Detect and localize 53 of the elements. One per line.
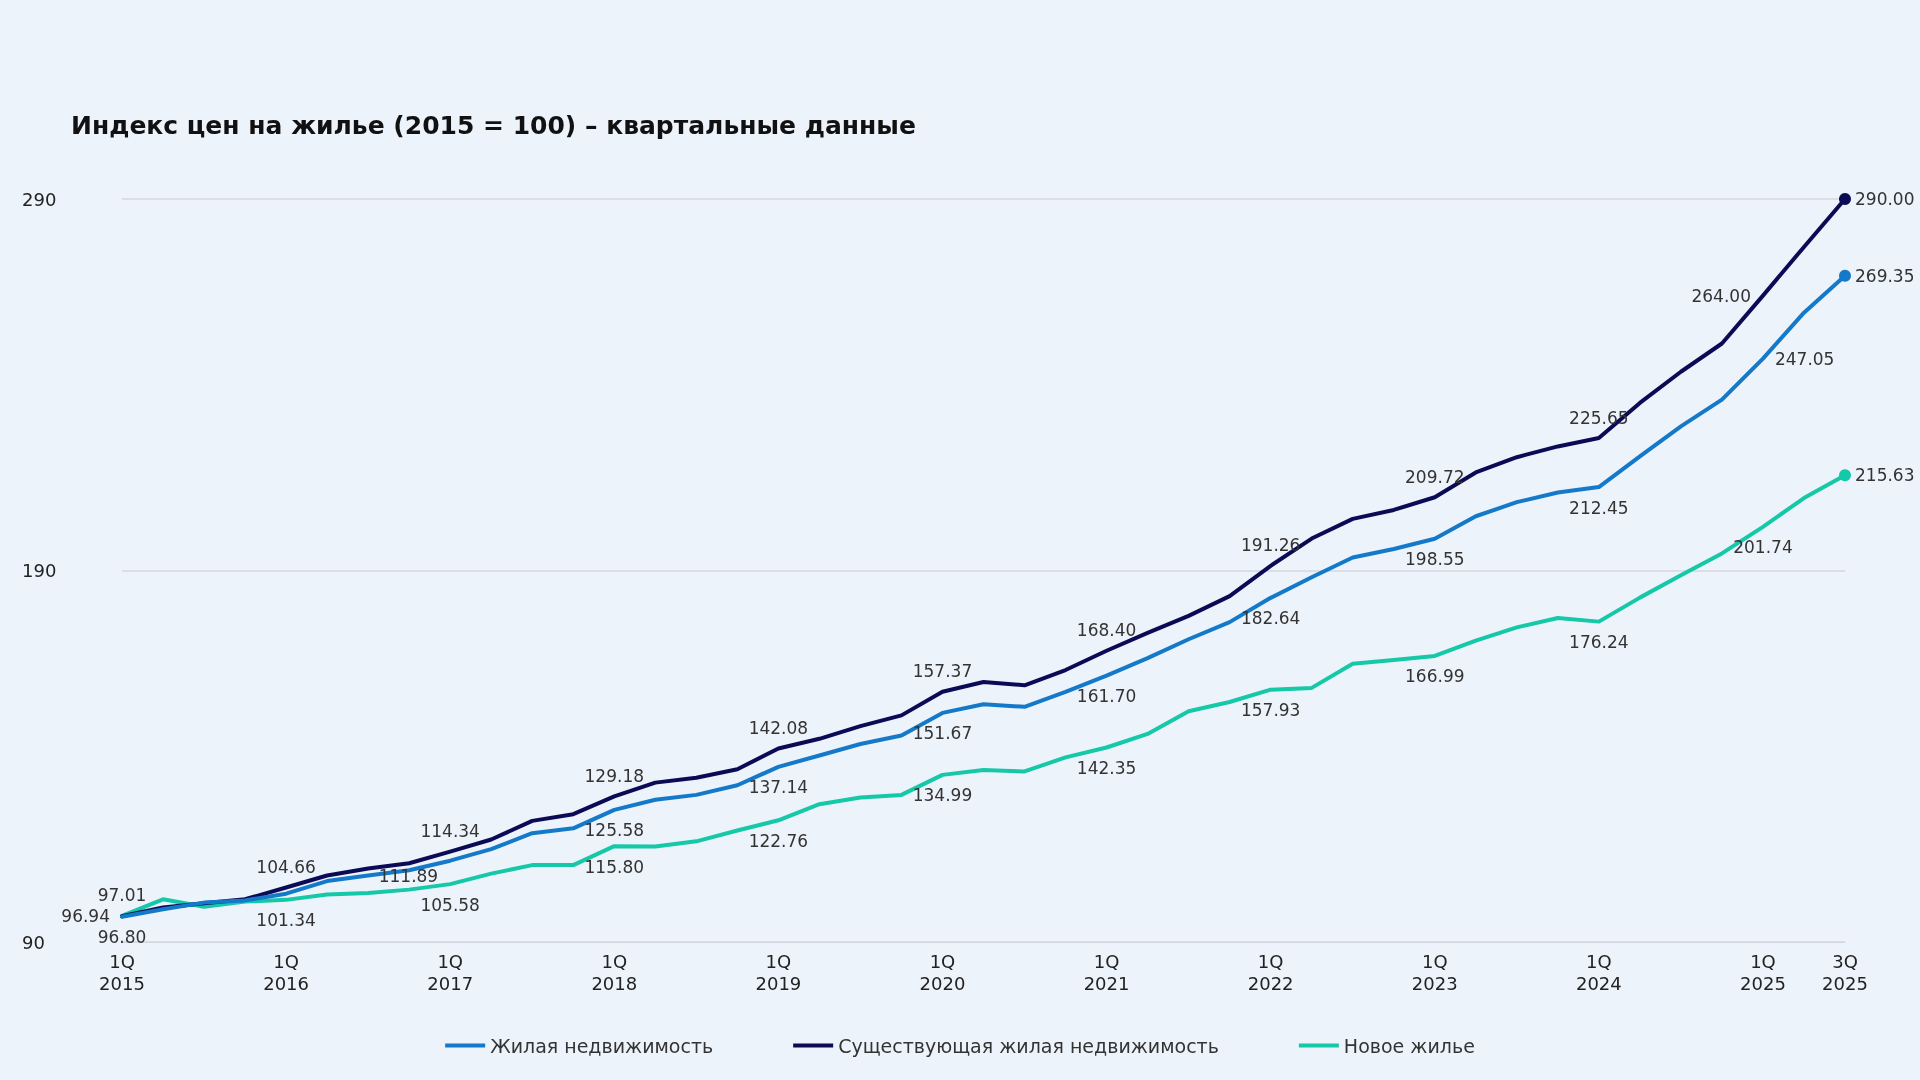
data-label: 182.64 xyxy=(1240,608,1301,629)
data-label: 198.55 xyxy=(1405,549,1465,570)
data-label: 161.70 xyxy=(1076,686,1137,707)
data-label: 137.14 xyxy=(748,777,809,798)
legend-label: Новое жилье xyxy=(1343,1034,1475,1057)
data-label: 122.76 xyxy=(748,830,809,851)
x-tick-label: 1Q 2015 xyxy=(99,950,145,994)
x-tick-label: 1Q 2018 xyxy=(591,950,638,994)
x-tick-label: 1Q 2021 xyxy=(1083,950,1130,994)
data-label: 157.37 xyxy=(912,661,973,682)
data-label: 290.00 xyxy=(1855,189,1915,209)
data-label: 157.93 xyxy=(1240,700,1301,721)
data-label: 101.34 xyxy=(256,910,316,931)
data-label: 264.00 xyxy=(1691,285,1751,306)
x-tick-label: 1Q 2024 xyxy=(1575,950,1622,994)
legend-label: Жилая недвижимость xyxy=(490,1034,714,1057)
data-label: 209.72 xyxy=(1405,466,1465,487)
data-label: 201.74 xyxy=(1733,537,1793,558)
data-label: 104.66 xyxy=(256,857,316,878)
data-label: 114.34 xyxy=(420,821,480,842)
chart-title: Индекс цен на жилье (2015 = 100) – квартальные данные xyxy=(71,111,916,140)
x-tick-label: 1Q 2022 xyxy=(1247,950,1294,994)
data-label: 134.99 xyxy=(912,785,973,806)
x-tick-label: 1Q 2019 xyxy=(755,950,802,994)
data-label: 166.99 xyxy=(1405,666,1465,687)
data-label: 247.05 xyxy=(1774,348,1835,369)
data-label: 191.26 xyxy=(1240,535,1301,556)
data-label: 111.89 xyxy=(378,865,439,886)
data-label: 125.58 xyxy=(584,820,645,841)
x-tick-label: 1Q 2023 xyxy=(1411,950,1458,994)
x-tick-label: 3Q 2025 xyxy=(1822,950,1868,994)
data-label: 129.18 xyxy=(584,765,645,786)
y-tick-label: 290 xyxy=(22,188,57,210)
data-label: 215.63 xyxy=(1855,465,1915,486)
data-label: 105.58 xyxy=(420,894,480,915)
data-label: 269.35 xyxy=(1855,265,1915,286)
x-tick-label: 1Q 2016 xyxy=(263,950,309,994)
data-label: 142.35 xyxy=(1076,758,1137,779)
x-tick-label: 1Q 2025 xyxy=(1740,950,1786,994)
data-label: 212.45 xyxy=(1569,497,1629,518)
data-label: 96.80 xyxy=(97,927,147,948)
y-tick-label: 90 xyxy=(22,931,45,953)
data-label: 168.40 xyxy=(1076,620,1137,641)
legend-label: Существующая жилая недвижимость xyxy=(838,1034,1219,1057)
data-label: 97.01 xyxy=(97,885,147,906)
data-label: 151.67 xyxy=(912,723,973,744)
y-tick-label: 190 xyxy=(22,560,57,581)
data-label: 115.80 xyxy=(584,856,645,877)
data-label: 176.24 xyxy=(1569,632,1629,653)
x-tick-label: 1Q 2020 xyxy=(919,950,966,994)
data-label: 142.08 xyxy=(748,718,809,739)
x-tick-label: 1Q 2017 xyxy=(427,950,474,994)
data-label: 96.94 xyxy=(61,906,110,927)
